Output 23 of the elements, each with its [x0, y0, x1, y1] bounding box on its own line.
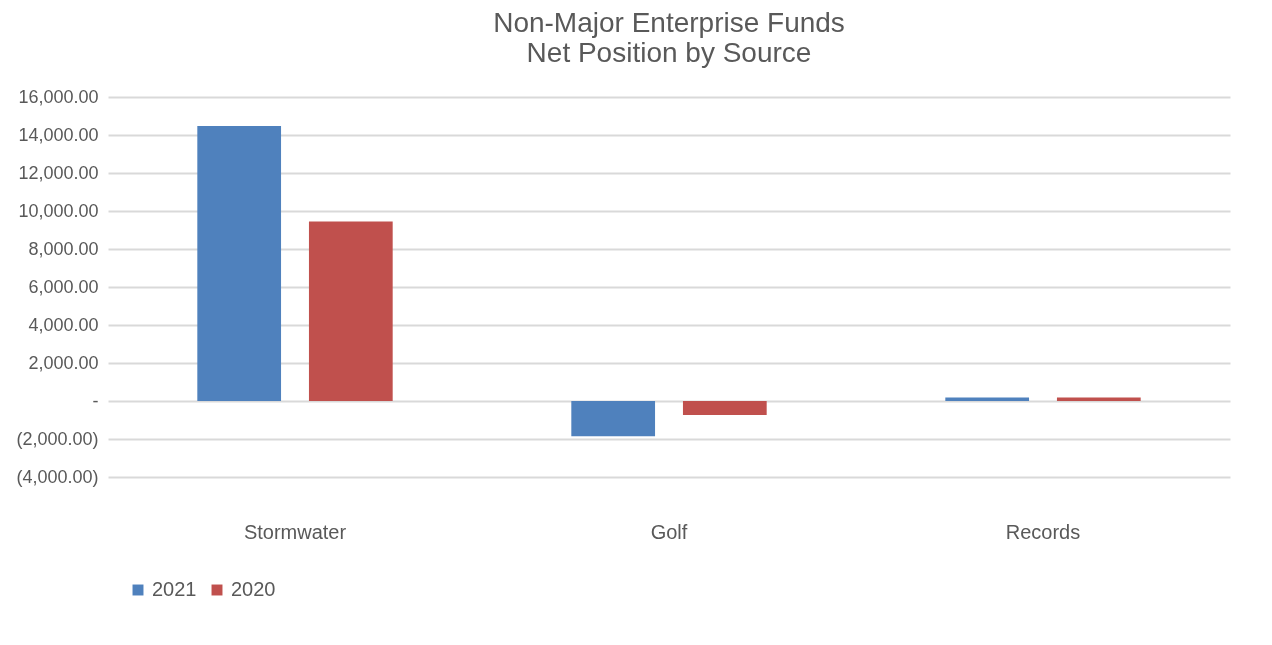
y-tick-label: 2,000.00 [28, 352, 99, 373]
y-tick-label: 14,000.00 [18, 124, 99, 145]
x-tick-label: Stormwater [243, 520, 347, 543]
chart-title: Non-Major Enterprise Funds Net Position by Source [493, 7, 845, 68]
y-tick-label: 12,000.00 [18, 162, 99, 183]
y-tick-label: (4,000.00) [16, 466, 99, 487]
bar [197, 125, 282, 401]
bar [682, 401, 767, 416]
legend-label: 2020 [231, 578, 276, 600]
y-tick-label: - [92, 390, 99, 411]
bar [1056, 397, 1141, 401]
y-tick-label: 6,000.00 [28, 276, 99, 297]
bar [308, 221, 393, 401]
y-tick-label: 8,000.00 [28, 238, 99, 259]
y-tick-label: 16,000.00 [18, 86, 99, 107]
x-tick-label: Records [1005, 520, 1081, 543]
bar [945, 397, 1030, 401]
x-tick-label: Golf [650, 520, 688, 543]
y-tick-label: 4,000.00 [28, 314, 99, 335]
y-tick-label: 10,000.00 [18, 200, 99, 221]
legend-label: 2021 [152, 578, 197, 600]
y-tick-label: (2,000.00) [16, 428, 99, 449]
bar [571, 401, 656, 437]
